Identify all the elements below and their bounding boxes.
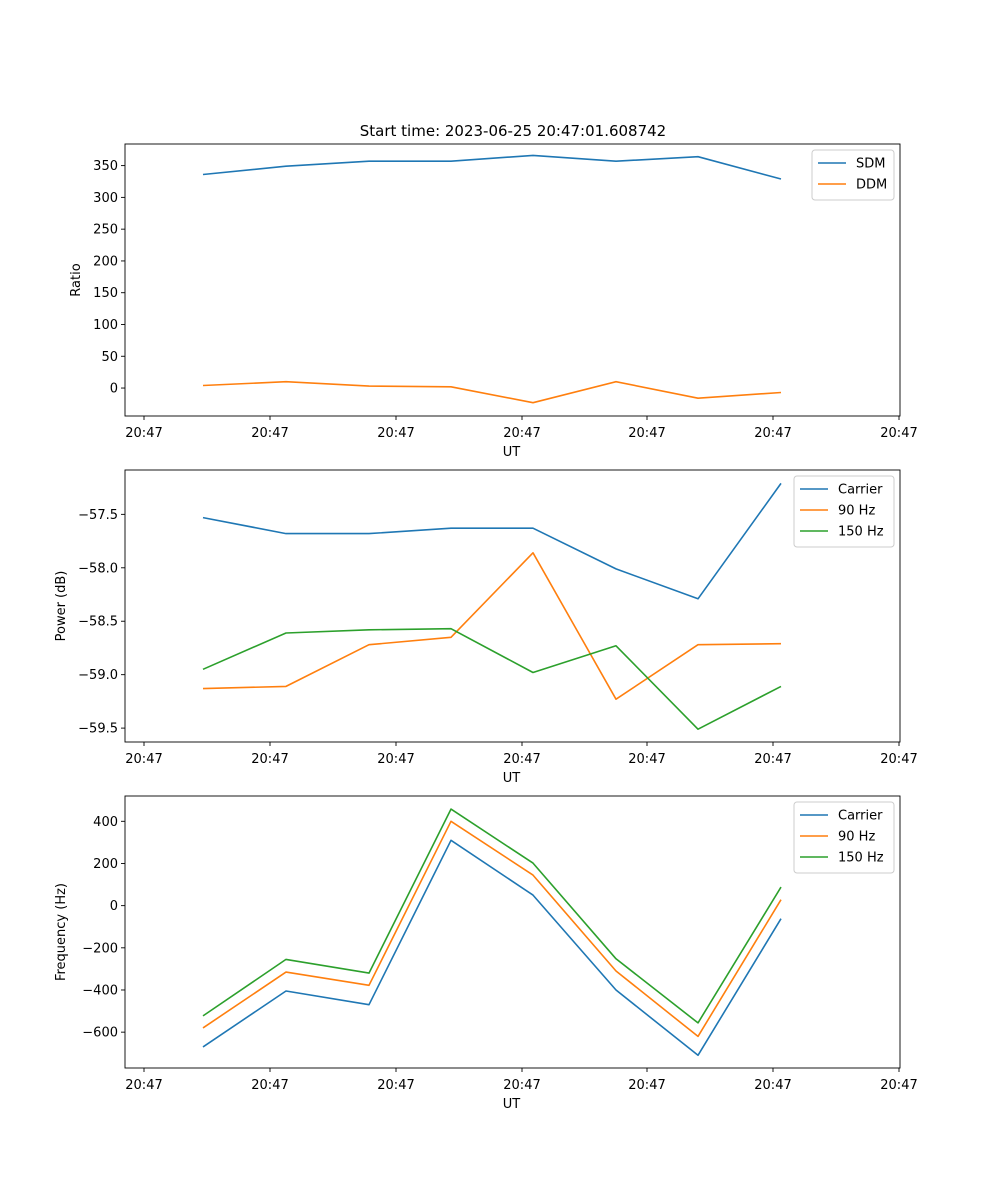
legend-entry-label: DDM	[856, 178, 887, 193]
x-tick-label: 20:47	[754, 426, 791, 441]
x-tick-label: 20:47	[754, 752, 791, 767]
y-tick-label: −57.5	[78, 508, 118, 523]
figure-title: Start time: 2023-06-25 20:47:01.608742	[360, 122, 666, 140]
x-tick-label: 20:47	[628, 1078, 665, 1093]
x-tick-label: 20:47	[628, 426, 665, 441]
series-line-150-hz	[202, 627, 782, 731]
x-tick-label: 20:47	[628, 752, 665, 767]
x-tick-label: 20:47	[125, 752, 162, 767]
chart-panel-1: 20:47 20:47 20:47 20:47 20:47 20:47 20:47 0 50 10…	[69, 143, 918, 460]
x-tick-label: 20:47	[880, 1078, 917, 1093]
y-tick-label: −400	[82, 983, 118, 998]
chart-panels: 20:47 20:47 20:47 20:47 20:47 20:47 20:47 0 50 10…	[54, 143, 918, 1112]
x-tick-label: 20:47	[880, 752, 917, 767]
series-line-ddm	[202, 380, 782, 404]
y-tick-label: −59.5	[78, 722, 118, 737]
x-tick-label: 20:47	[503, 752, 540, 767]
x-axis-label: UT	[503, 771, 521, 786]
legend-box	[793, 801, 895, 874]
y-tick-label: 300	[93, 191, 118, 206]
x-axis-label: UT	[503, 445, 521, 460]
plot-frame	[124, 795, 901, 1069]
y-tick-label: 0	[110, 382, 118, 397]
y-tick-label: 100	[93, 318, 118, 333]
x-tick-label: 20:47	[377, 1078, 414, 1093]
y-axis-label: Power (dB)	[54, 571, 69, 642]
series-line-carrier	[202, 482, 782, 600]
chart-panel-3: 20:47 20:47 20:47 20:47 20:47 20:47 20:47 −600 −…	[54, 795, 918, 1112]
y-axis-label: Frequency (Hz)	[54, 883, 69, 981]
x-tick-label: 20:47	[880, 426, 917, 441]
x-tick-label: 20:47	[377, 426, 414, 441]
y-tick-label: −200	[82, 941, 118, 956]
x-tick-label: 20:47	[251, 752, 288, 767]
x-tick-label: 20:47	[503, 426, 540, 441]
y-tick-label: −58.0	[78, 561, 118, 576]
y-tick-label: −600	[82, 1026, 118, 1041]
y-tick-label: 150	[93, 286, 118, 301]
y-tick-label: −58.5	[78, 615, 118, 630]
x-tick-label: 20:47	[377, 752, 414, 767]
y-tick-label: 200	[93, 857, 118, 872]
x-tick-label: 20:47	[754, 1078, 791, 1093]
x-tick-label: 20:47	[503, 1078, 540, 1093]
series-line-90-hz	[202, 820, 782, 1038]
y-tick-label: 250	[93, 223, 118, 238]
legend-entry-label: Carrier	[838, 809, 883, 824]
series-line-carrier	[202, 839, 782, 1057]
x-tick-label: 20:47	[251, 426, 288, 441]
y-tick-label: 50	[101, 350, 118, 365]
legend-entry-label: 90 Hz	[838, 830, 875, 845]
legend-entry-label: Carrier	[838, 483, 883, 498]
y-tick-label: 400	[93, 815, 118, 830]
legend-box	[793, 475, 895, 548]
y-tick-label: −59.0	[78, 668, 118, 683]
chart-panel-2: 20:47 20:47 20:47 20:47 20:47 20:47 20:47 −59.5…	[54, 469, 918, 786]
legend-entry-label: 150 Hz	[838, 525, 884, 540]
plot-frame	[124, 469, 901, 743]
y-tick-label: 350	[93, 159, 118, 174]
x-axis-label: UT	[503, 1097, 521, 1112]
x-tick-label: 20:47	[125, 426, 162, 441]
series-line-90-hz	[202, 551, 782, 701]
x-tick-label: 20:47	[251, 1078, 288, 1093]
y-tick-label: 0	[110, 899, 118, 914]
legend-entry-label: 150 Hz	[838, 851, 884, 866]
x-tick-label: 20:47	[125, 1078, 162, 1093]
legend-entry-label: 90 Hz	[838, 504, 875, 519]
y-tick-label: 200	[93, 254, 118, 269]
plot-frame	[124, 143, 901, 417]
legend-entry-label: SDM	[856, 157, 885, 172]
y-axis-label: Ratio	[69, 263, 84, 296]
series-line-sdm	[202, 154, 782, 180]
series-line-150-hz	[202, 808, 782, 1024]
